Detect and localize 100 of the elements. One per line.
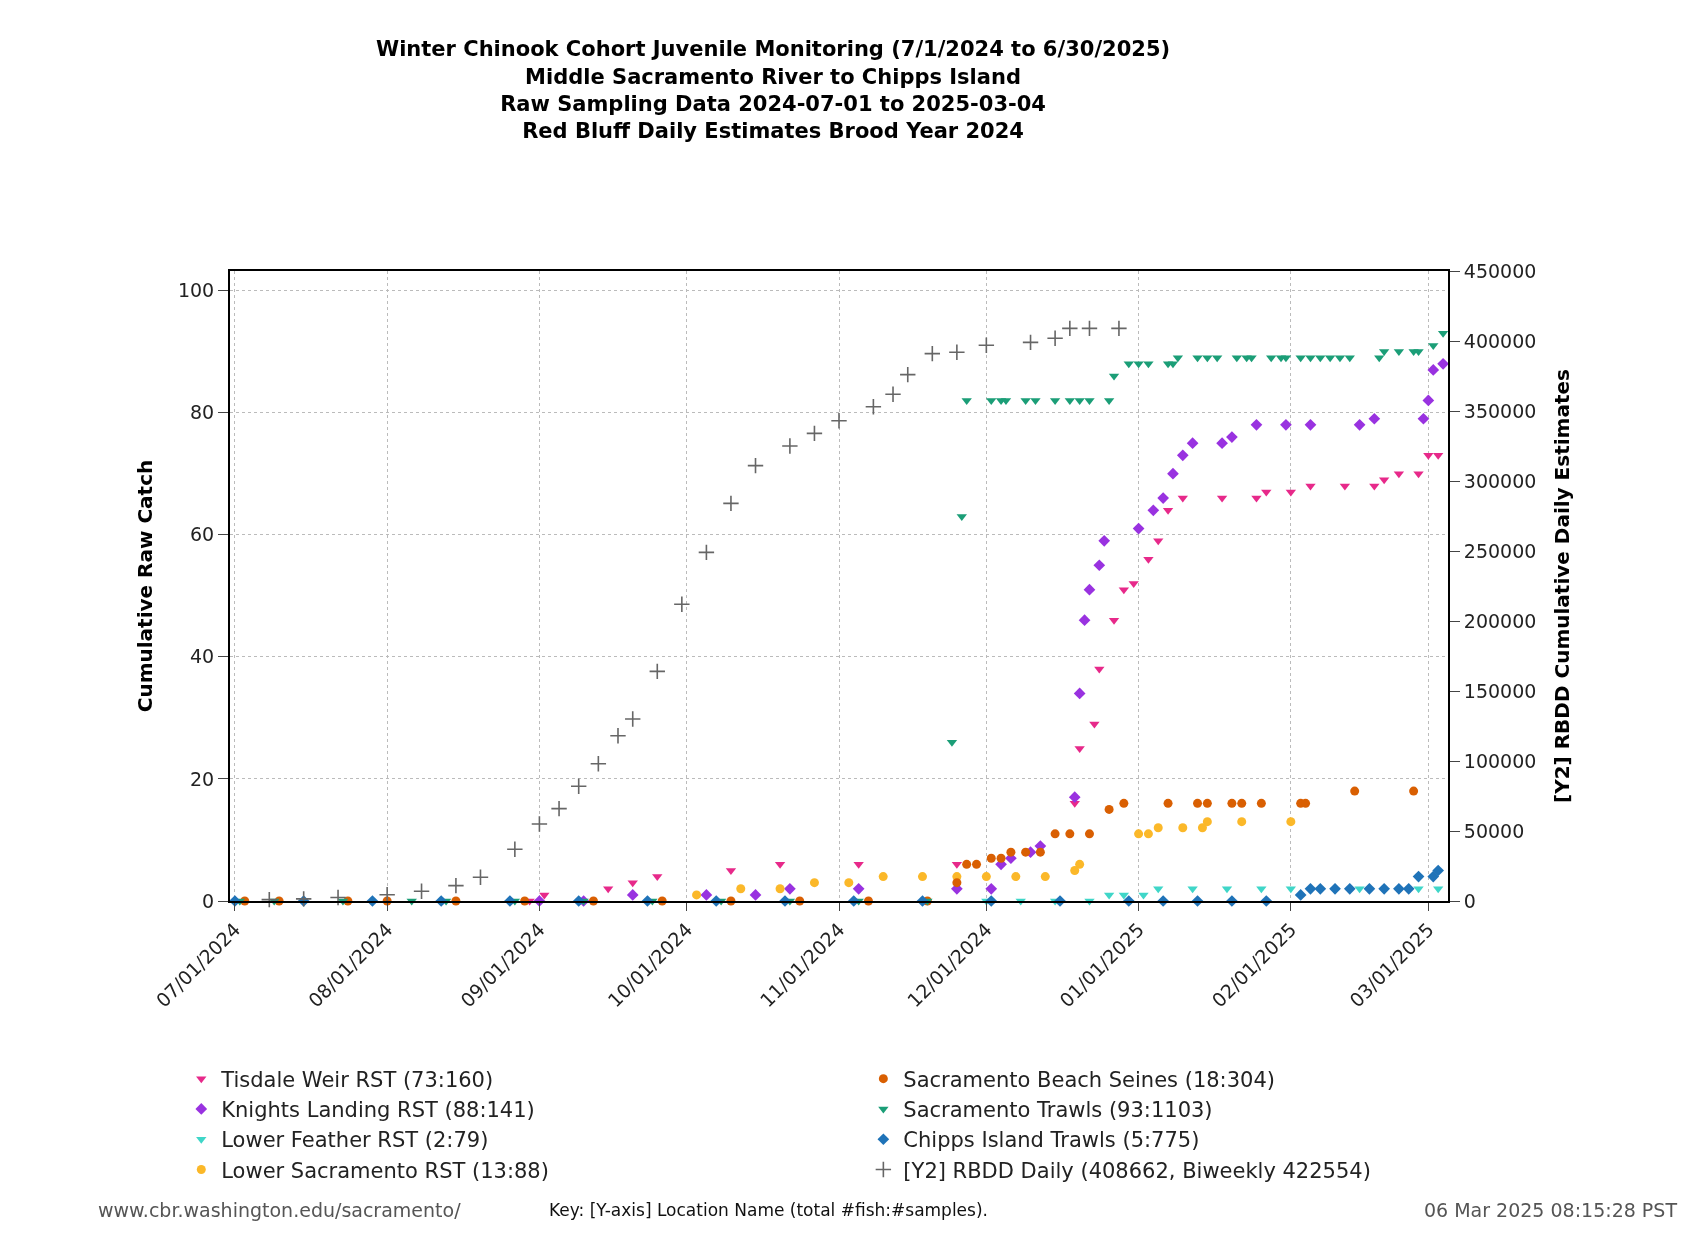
point: [884, 385, 902, 403]
text: 06 Mar 2025 08:15:28 PST: [1424, 1199, 1678, 1221]
point: [864, 398, 882, 416]
point: [1417, 412, 1430, 425]
point: [1177, 495, 1188, 503]
point: [1094, 666, 1105, 674]
point: [1068, 791, 1081, 804]
point: [917, 872, 927, 882]
point: [1193, 798, 1203, 808]
point: [1104, 804, 1114, 814]
point: [1363, 882, 1376, 895]
point: [1374, 355, 1385, 363]
point: [624, 710, 642, 728]
point: [1378, 882, 1390, 895]
point: [1186, 437, 1199, 449]
point: [530, 815, 548, 833]
point: [736, 884, 746, 894]
point: [652, 874, 663, 882]
point: [985, 882, 998, 895]
point: [1427, 364, 1440, 376]
y2-axis-title: [Y2] RBDD Cumulative Daily Estimates: [1550, 369, 1575, 803]
point: [1304, 882, 1317, 895]
y2-tick-label: 0: [1463, 889, 1476, 912]
point: [1070, 865, 1080, 875]
point: [1006, 847, 1016, 857]
point: [948, 343, 966, 361]
point: [471, 868, 489, 886]
point: [1084, 829, 1094, 839]
legend-label: Tisdale Weir RST (73:160): [220, 1067, 494, 1092]
point: [1040, 872, 1050, 882]
point: [1227, 798, 1237, 808]
point: [1022, 333, 1040, 351]
point: [1197, 823, 1207, 833]
point: [570, 777, 588, 795]
legend-label: Sacramento Beach Seines (18:304): [903, 1067, 1275, 1092]
point: [986, 853, 996, 863]
point: [749, 889, 762, 901]
point: [1080, 319, 1098, 337]
point: [506, 840, 524, 858]
point: [1093, 559, 1106, 572]
point: [1216, 437, 1228, 449]
point: [1035, 847, 1045, 857]
point: [1427, 870, 1440, 883]
point: [1256, 798, 1266, 808]
y-tick-label: 60: [190, 523, 215, 546]
point: [692, 890, 702, 900]
point: [1157, 492, 1169, 504]
point: [952, 878, 962, 888]
point: [329, 889, 347, 906]
y2-tick-label: 100000: [1463, 749, 1537, 772]
point: [784, 882, 796, 895]
point: [981, 872, 991, 882]
point: [648, 662, 666, 680]
point: [700, 889, 713, 901]
chart-title: Winter Chinook Cohort Juvenile Monitoring (7/1/2024 to 6/30/2025) Middle Sacramento River to Chipps Island Raw Sampling Data 2024-07-01 to 2025-03-04 Red Bluff Daily Estimates Brood Year 2024: [375, 37, 1171, 144]
point: [1305, 355, 1316, 363]
point: [1065, 829, 1075, 839]
point: [1202, 798, 1212, 808]
point: [1304, 418, 1317, 431]
legend-label: Sacramento Trawls (93:1103): [903, 1098, 1213, 1123]
text: Key: [Y-axis] Location Name (total #fish:#samples).: [549, 1200, 988, 1220]
legend-label: Knights Landing RST (88:141): [221, 1098, 535, 1123]
point: [1393, 882, 1405, 895]
legend-label: Lower Feather RST (2:79): [221, 1128, 489, 1153]
point: [1314, 882, 1327, 895]
point: [1153, 823, 1163, 833]
y-tick-label: 100: [177, 279, 215, 302]
y-tick-label: 0: [202, 889, 215, 912]
y2-tick-label: 50000: [1463, 819, 1525, 842]
point: [830, 412, 848, 430]
point: [977, 336, 995, 354]
y-tick-label: 20: [190, 767, 215, 790]
point: [775, 884, 785, 894]
point: [1176, 449, 1189, 462]
y2-tick-label: 250000: [1463, 539, 1537, 562]
point: [550, 800, 568, 818]
point: [1046, 329, 1064, 347]
point: [1280, 418, 1292, 431]
y2-tick-label: 450000: [1463, 259, 1537, 282]
point: [1011, 872, 1021, 882]
point: [589, 755, 607, 773]
point: [1098, 534, 1111, 547]
point: [1147, 504, 1160, 517]
point: [923, 345, 941, 363]
point: [1409, 786, 1419, 796]
point: [1251, 495, 1262, 503]
point: [722, 494, 740, 512]
legend-label: Lower Sacramento RST (13:88): [221, 1158, 549, 1183]
point: [1422, 394, 1435, 407]
point: [781, 437, 799, 455]
point: [626, 889, 639, 901]
point: [1178, 823, 1188, 833]
point: [1344, 355, 1355, 363]
point: [1353, 418, 1366, 431]
point: [1437, 357, 1449, 370]
point: [1432, 864, 1445, 877]
point: [852, 882, 865, 895]
point: [1402, 882, 1415, 895]
point: [1295, 355, 1306, 363]
point: [1167, 467, 1179, 480]
